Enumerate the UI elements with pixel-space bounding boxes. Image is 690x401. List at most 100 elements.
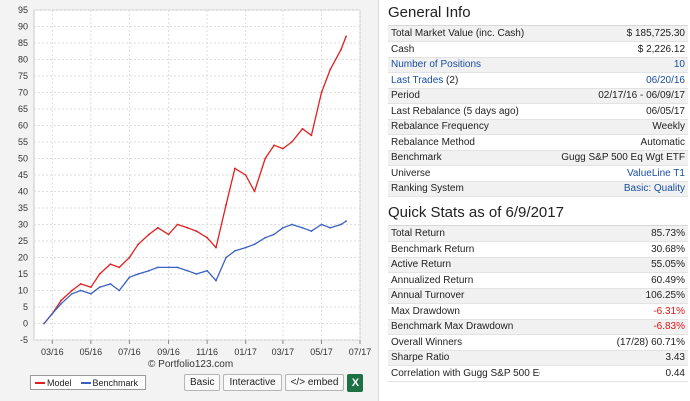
y-tick-label: 45 [18,170,28,180]
quick-stats-label: Overall Winners [388,334,540,351]
general-info-table: Total Market Value (inc. Cash) $ 185,725.… [388,26,688,197]
y-tick-label: 85 [18,38,28,48]
general-info-value: Weekly [540,119,688,135]
y-tick-label: -5 [20,335,28,345]
data-point-benchmark [329,226,332,229]
data-point-model [273,144,275,147]
general-info-value: Automatic [540,134,688,151]
general-info-label: Total Market Value (inc. Cash) [388,26,540,42]
y-tick-label: 75 [18,71,28,81]
general-info-value[interactable]: ValueLine T1 [540,165,688,182]
y-tick-label: 95 [18,5,28,15]
quick-stats-value: 30.68% [540,241,688,258]
y-tick-label: 10 [18,286,28,296]
quick-stats-value: 60.49% [540,272,688,289]
quick-stats-value: (17/28) 60.71% [540,334,688,351]
general-info-row-last-rebalance-5-days-ago: Last Rebalance (5 days ago) 06/05/17 [388,103,688,120]
data-point-model [156,226,159,229]
data-point-model [206,236,209,239]
y-tick-label: 5 [23,302,28,312]
general-info-label-text[interactable]: Number of Positions [391,59,482,71]
general-info-label-text: Rebalance Frequency [391,121,489,133]
quick-stats-label-text: Total Return [391,228,445,239]
data-point-benchmark [264,236,267,239]
data-point-model [329,68,332,71]
data-point-benchmark [60,302,63,305]
data-point-benchmark [195,273,198,275]
legend-label-benchmark: Benchmark [92,377,139,388]
x-tick-label: 05/16 [80,347,103,357]
quick-stats-value: 106.25% [540,288,688,304]
data-point-model [345,35,348,38]
data-point-benchmark [234,250,236,252]
general-info-value[interactable]: 10 [540,57,688,73]
legend-item-model[interactable]: Model [35,378,72,388]
data-point-benchmark [301,226,304,229]
legend-item-benchmark[interactable]: Benchmark [80,377,139,388]
general-info-label-text: Ranking System [391,183,464,195]
data-point-model [79,283,82,285]
general-info-value: $ 2,226.12 [540,41,688,58]
data-point-model [234,167,236,170]
quick-stats-table: Total Return 85.73% Benchmark Return 30.68%… [388,226,688,382]
x-tick-label: 09/16 [157,347,180,357]
general-info-label-text: Period [391,90,420,102]
quick-stats-label-text: Sharpe Ratio [391,352,450,364]
y-tick-label: 80 [18,55,28,65]
quick-stats-label: Max Drawdown [388,303,540,320]
y-tick-label: 35 [18,203,28,213]
y-tick-label: 30 [18,220,28,230]
basic-view-button[interactable]: Basic [184,374,221,391]
data-point-model [167,233,170,236]
data-point-benchmark [310,230,313,233]
quick-stats-row-max-drawdown: Max Drawdown -6.31% [388,303,688,320]
general-info-value[interactable]: Basic: Quality [540,181,688,197]
general-info-section: Total Market Value (inc. Cash) $ 185,725.… [388,25,688,197]
data-point-model [264,157,267,160]
quick-stats-value: 55.05% [540,257,688,273]
embed-button[interactable]: </> embed [284,374,345,391]
general-info-title: General Info [388,4,471,21]
data-point-model [98,273,101,275]
performance-chart-panel: -5 0 5 10 15 20 25 30 35 40 45 50 55 60 65 70 75 80 85 90 95… [0,0,379,401]
legend-swatch-model [35,381,45,384]
quick-stats-row-annualized-return: Annualized Return 60.49% [388,272,688,289]
general-info-value[interactable]: 06/20/16 [540,72,688,89]
data-point-model [176,223,179,226]
general-info-label: Cash [388,41,540,58]
data-point-benchmark [273,233,275,236]
legend-swatch-benchmark [80,381,91,384]
general-info-label: Rebalance Method [388,134,540,151]
quick-stats-value: 0.44 [540,365,688,382]
data-point-model [128,256,131,259]
general-info-label: Benchmark [388,150,540,166]
quick-stats-label-text: Max Drawdown [391,305,460,317]
general-info-label-text[interactable]: Last Trades [391,74,444,86]
excel-icon[interactable]: X [347,374,364,392]
chart-view-buttons: Basic Interactive </> embed X [184,374,364,392]
general-info-label[interactable]: Last Trades (2) [388,72,540,89]
data-point-benchmark [225,256,227,259]
quick-stats-label: Total Return [388,226,540,242]
general-info-label[interactable]: Number of Positions [388,57,540,73]
info-panel: General Info Total Market Value (inc. Ca… [388,0,688,382]
quick-stats-row-overall-winners: Overall Winners (17/28) 60.71% [388,334,688,351]
data-point-benchmark [89,292,92,295]
y-tick-label: 15 [18,269,28,279]
interactive-view-button[interactable]: Interactive [223,374,282,391]
data-point-benchmark [128,276,131,279]
general-info-row-last-trades: Last Trades (2) 06/20/16 [388,72,688,89]
data-point-model [320,91,323,94]
data-point-benchmark [215,279,217,282]
data-point-benchmark [253,243,256,246]
data-point-benchmark [206,269,209,272]
data-point-model [118,266,121,269]
quick-stats-label-text: Correlation with Gugg S&P 500 Eq Wgt ETF [391,367,540,379]
chart-legend: Model Benchmark [30,375,146,390]
performance-chart[interactable]: -5 0 5 10 15 20 25 30 35 40 45 50 55 60 65 70 75 80 85 90 95… [0,0,379,401]
data-point-model [186,226,189,229]
y-tick-label: 20 [18,253,28,263]
data-point-benchmark [98,286,101,289]
x-tick-label: 01/17 [234,347,257,357]
x-tick-label: 11/16 [196,347,218,357]
